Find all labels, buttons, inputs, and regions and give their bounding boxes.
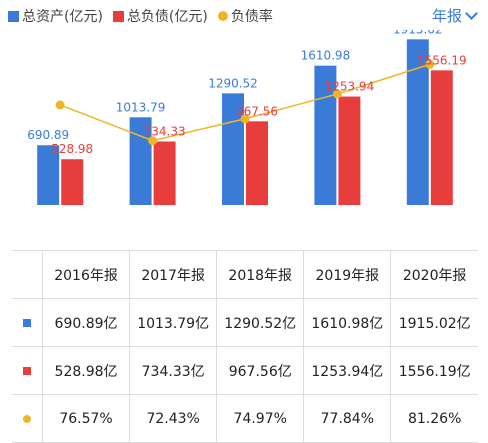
legend-label-ratio: 负债率 (230, 9, 273, 25)
ratio-dot-icon (217, 11, 228, 21)
liabilities-square-icon (23, 366, 31, 375)
liabilities-data-label: 1556.19 (417, 53, 467, 67)
liabilities-data-label: 734.33 (144, 124, 186, 138)
table-row-liabilities: 528.98亿 734.33亿 967.56亿 1253.94亿 1556.19… (12, 346, 478, 395)
table-cell: 81.26% (390, 394, 478, 443)
assets-data-label: 1610.98 (301, 49, 351, 63)
row-marker-cell (12, 394, 43, 443)
ratio-point (332, 89, 342, 99)
table-cell: 76.57% (42, 394, 131, 443)
assets-bar (314, 65, 337, 205)
table-corner-cell (12, 250, 43, 299)
table-cell: 1915.02亿 (390, 298, 478, 347)
ratio-point (55, 100, 65, 110)
period-selector-label: 年报 (431, 7, 462, 25)
chart-legend: 总资产(亿元) 总负债(亿元) 负债率 (8, 6, 283, 26)
data-table: 2016年报 2017年报 2018年报 2019年报 2020年报 690.8… (12, 250, 478, 443)
liabilities-bar (61, 159, 84, 205)
table-cell: 690.89亿 (42, 298, 131, 347)
legend-item-liabilities[interactable]: 总负债(亿元) (112, 6, 208, 26)
table-header-cell: 2016年报 (42, 250, 131, 299)
row-marker-cell (12, 298, 43, 347)
table-cell: 1610.98亿 (303, 298, 392, 347)
table-cell: 74.97% (216, 394, 305, 443)
assets-square-icon (23, 318, 31, 327)
liabilities-data-label: 528.98 (51, 142, 93, 156)
assets-bar (222, 93, 244, 205)
assets-bar (406, 39, 429, 205)
table-row-assets: 690.89亿 1013.79亿 1290.52亿 1610.98亿 1915.… (12, 298, 478, 347)
table-cell: 528.98亿 (42, 346, 131, 395)
liabilities-data-label: 967.56 (236, 104, 278, 118)
table-cell: 77.84% (303, 394, 392, 443)
ratio-point (425, 59, 435, 69)
assets-bar (129, 117, 152, 205)
table-cell: 967.56亿 (216, 346, 305, 395)
assets-data-label: 1290.52 (208, 76, 258, 90)
assets-data-label: 1915.02 (393, 30, 443, 36)
assets-swatch-icon (8, 10, 19, 22)
table-cell: 734.33亿 (129, 346, 218, 395)
table-header-cell: 2020年报 (390, 250, 478, 299)
chevron-down-icon (465, 7, 478, 20)
liabilities-data-label: 1253.94 (325, 80, 375, 94)
legend-label-assets: 总资产(亿元) (22, 9, 103, 25)
table-header-row: 2016年报 2017年报 2018年报 2019年报 2020年报 (12, 250, 478, 299)
period-selector[interactable]: 年报 (431, 5, 478, 26)
legend-label-liabilities: 总负债(亿元) (126, 9, 208, 25)
table-cell: 1013.79亿 (129, 298, 218, 347)
ratio-point (148, 136, 158, 146)
table-header-cell: 2018年报 (216, 250, 305, 299)
table-cell: 1290.52亿 (216, 298, 305, 347)
assets-bar (37, 145, 60, 205)
liabilities-bar (338, 96, 361, 205)
row-marker-cell (12, 346, 43, 395)
table-cell: 72.43% (129, 394, 218, 443)
table-header-cell: 2017年报 (129, 250, 218, 299)
ratio-point (240, 114, 250, 124)
ratio-dot-icon (23, 414, 31, 423)
liabilities-bar (430, 70, 453, 206)
table-row-ratio: 76.57% 72.43% 74.97% 77.84% 81.26% (12, 394, 478, 443)
legend-item-ratio[interactable]: 负债率 (217, 6, 273, 26)
legend-item-assets[interactable]: 总资产(亿元) (8, 6, 103, 26)
assets-data-label: 690.89 (27, 128, 69, 142)
assets-data-label: 1013.79 (116, 100, 166, 114)
table-header-cell: 2019年报 (303, 250, 392, 299)
liabilities-swatch-icon (112, 10, 124, 22)
table-cell: 1556.19亿 (390, 346, 478, 395)
table-cell: 1253.94亿 (303, 346, 392, 395)
liabilities-bar (153, 141, 176, 205)
liabilities-bar (246, 121, 268, 205)
